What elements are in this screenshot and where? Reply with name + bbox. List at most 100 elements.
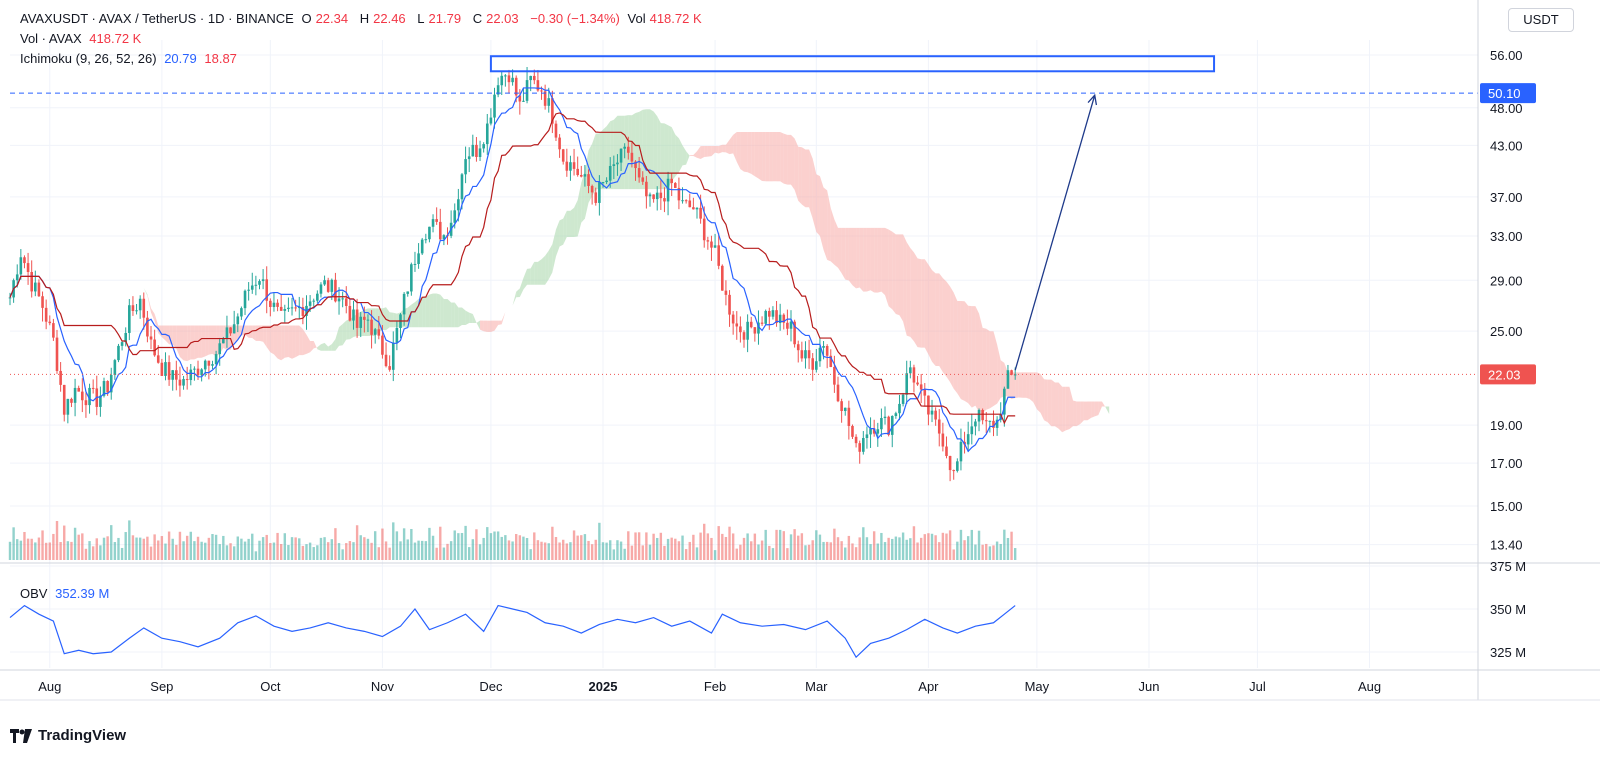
ichimoku-cloud-segment bbox=[335, 327, 340, 351]
candle-body bbox=[507, 75, 511, 83]
ichimoku-cloud-segment bbox=[812, 158, 817, 233]
ichimoku-cloud-segment bbox=[1051, 379, 1055, 427]
ichimoku-cloud-segment bbox=[953, 292, 958, 394]
volume-bar bbox=[645, 532, 648, 560]
ichimoku-cloud-segment bbox=[349, 316, 354, 340]
volume-bar bbox=[63, 525, 66, 560]
candle-body bbox=[728, 294, 731, 315]
symbol-title[interactable]: AVAXUSDT · AVAX / TetherUS · 1D · BINANC… bbox=[20, 11, 294, 26]
volume-bar bbox=[775, 529, 778, 560]
candle-body bbox=[952, 470, 956, 472]
ichimoku-cloud-segment bbox=[733, 131, 737, 162]
ichimoku-cloud-segment bbox=[917, 258, 922, 348]
candle-body bbox=[330, 279, 334, 292]
candle-body bbox=[301, 307, 305, 316]
volume-bar bbox=[243, 541, 247, 560]
candle-body bbox=[735, 323, 739, 327]
ichimoku-cloud-segment bbox=[295, 325, 300, 358]
candle-body bbox=[312, 300, 316, 302]
volume-bar bbox=[627, 531, 630, 560]
ichimoku-cloud-segment bbox=[263, 325, 267, 348]
ichimoku-cloud-segment bbox=[433, 293, 437, 328]
ichimoku-cloud-segment bbox=[903, 234, 907, 336]
candle-body bbox=[1013, 374, 1017, 376]
ichimoku-cloud-segment bbox=[534, 261, 538, 285]
volume-bar bbox=[478, 544, 482, 560]
volume-bar bbox=[750, 541, 753, 560]
ichimoku-cloud-segment bbox=[436, 293, 441, 328]
volume-bar bbox=[269, 543, 272, 560]
ichimoku-cloud-segment bbox=[1029, 372, 1034, 403]
ichimoku-cloud-segment bbox=[762, 131, 766, 182]
candle-body bbox=[778, 314, 782, 324]
volume-bar bbox=[641, 545, 644, 560]
candle-body bbox=[945, 446, 948, 456]
candle-body bbox=[269, 300, 272, 307]
price-tick-label: 37.00 bbox=[1490, 190, 1523, 205]
candle-body bbox=[66, 398, 70, 415]
last-price-badge: 22.03 bbox=[1488, 367, 1521, 382]
ichimoku-cloud-segment bbox=[147, 294, 152, 313]
ichimoku-cloud-segment bbox=[675, 134, 679, 177]
volume-bar bbox=[330, 539, 334, 560]
volume-bar bbox=[713, 550, 717, 560]
candle-body bbox=[601, 182, 605, 184]
volume-bar bbox=[178, 531, 182, 560]
volume-bar bbox=[381, 528, 384, 560]
ichimoku-cloud-segment bbox=[411, 302, 415, 328]
volume-bar bbox=[95, 538, 98, 560]
volume-bar bbox=[384, 541, 388, 560]
candle-body bbox=[619, 148, 623, 163]
candle-body bbox=[489, 117, 493, 124]
candle-body bbox=[59, 370, 62, 385]
ichimoku-cloud-segment bbox=[346, 318, 350, 340]
ichimoku-cloud-segment bbox=[715, 146, 719, 154]
volume-bar bbox=[428, 527, 431, 560]
candle-body bbox=[326, 280, 330, 292]
candle-body bbox=[655, 192, 659, 200]
candle-body bbox=[453, 210, 457, 223]
ichimoku-cloud-segment bbox=[866, 227, 871, 292]
ichimoku-cloud-segment bbox=[143, 287, 148, 296]
candle-body bbox=[88, 387, 91, 406]
ichimoku-cloud-segment bbox=[187, 325, 191, 362]
volume-legend[interactable]: Vol · AVAX 418.72 K bbox=[20, 30, 145, 48]
volume-bar bbox=[471, 539, 475, 560]
candle-body bbox=[55, 337, 59, 371]
volume-bar bbox=[909, 538, 912, 560]
last-price-badge-bg bbox=[1480, 364, 1536, 385]
volume-bar bbox=[569, 542, 572, 560]
candle-body bbox=[731, 314, 735, 324]
volume-bar bbox=[251, 533, 254, 560]
time-tick-label: Aug bbox=[38, 679, 61, 694]
volume-bar bbox=[778, 529, 782, 560]
ichimoku-legend[interactable]: Ichimoku (9, 26, 52, 26) 20.79 18.87 bbox=[20, 50, 241, 68]
candle-body bbox=[796, 344, 800, 351]
candle-body bbox=[207, 360, 211, 366]
volume-bar bbox=[525, 538, 529, 560]
candle-body bbox=[688, 200, 692, 208]
volume-bar bbox=[742, 537, 746, 560]
ichimoku-cloud-segment bbox=[1000, 360, 1005, 398]
ichimoku-cloud-segment bbox=[194, 325, 199, 360]
volume-bar bbox=[106, 536, 109, 560]
volume-bar bbox=[348, 541, 352, 560]
ichimoku-cloud-segment bbox=[292, 325, 296, 359]
ichimoku-base-value: 18.87 bbox=[204, 51, 237, 66]
volume-bar bbox=[869, 544, 872, 560]
volume-bar bbox=[822, 541, 825, 560]
candle-body bbox=[41, 296, 44, 308]
ichimoku-cloud-segment bbox=[1044, 379, 1048, 423]
candle-body bbox=[825, 345, 829, 356]
candle-body bbox=[854, 436, 858, 444]
candle-body bbox=[579, 175, 583, 177]
volume-bar bbox=[572, 530, 576, 560]
tradingview-logo[interactable]: TradingView bbox=[10, 727, 126, 744]
candle-body bbox=[768, 310, 771, 317]
ichimoku-cloud-segment bbox=[751, 131, 755, 177]
currency-unit-button[interactable]: USDT bbox=[1508, 8, 1574, 32]
obv-legend[interactable]: OBV 352.39 M bbox=[20, 585, 113, 603]
ichimoku-cloud-segment bbox=[740, 131, 744, 172]
volume-bar bbox=[424, 541, 428, 560]
